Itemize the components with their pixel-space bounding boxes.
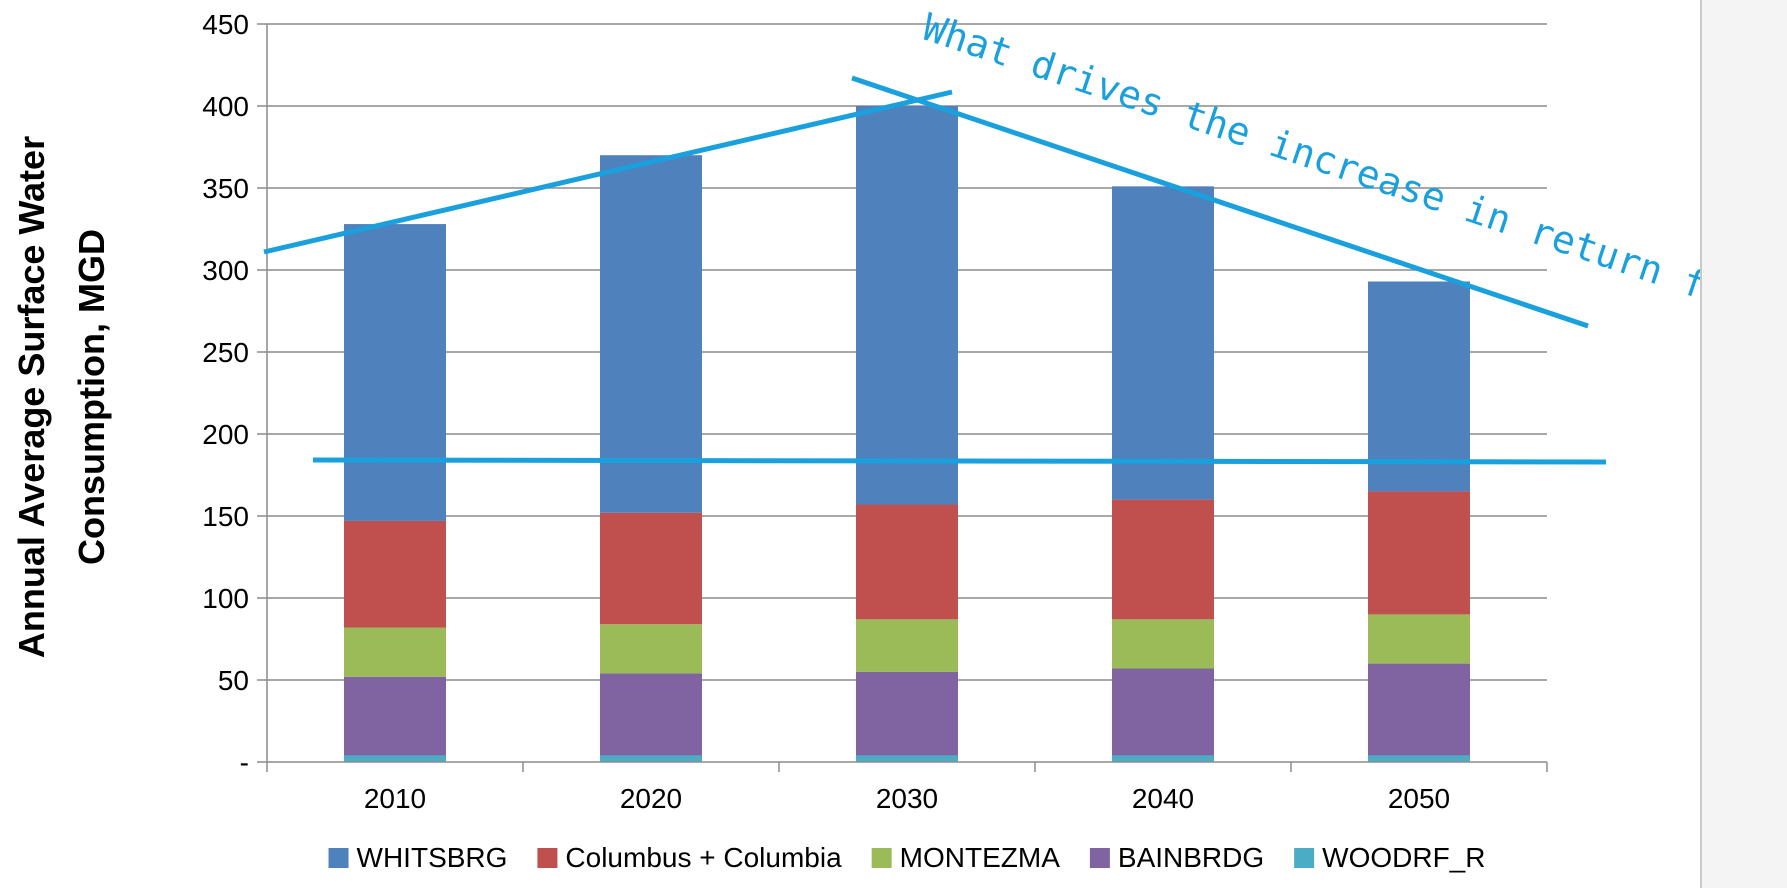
bar-segment-bainbrdg <box>344 676 446 756</box>
legend-label: Columbus + Columbia <box>565 842 842 873</box>
bar-segment-columbus-columbia <box>1112 499 1214 620</box>
bar-segment-woodrf-r <box>1368 755 1470 762</box>
y-tick-label: 400 <box>202 91 249 122</box>
y-tick-label: 50 <box>218 665 249 696</box>
y-tick-label: 150 <box>202 501 249 532</box>
x-tick-label: 2030 <box>876 783 938 814</box>
side-panel <box>1700 0 1787 888</box>
trend-line-falling <box>851 75 1589 329</box>
bar-segment-columbus-columbia <box>856 504 958 620</box>
bar-segment-bainbrdg <box>1112 668 1214 756</box>
baseline-line <box>312 457 1607 465</box>
y-axis-title-line-1: Annual Average Surface Water <box>11 136 52 658</box>
bars <box>344 106 1470 762</box>
legend-swatch <box>537 848 558 868</box>
trend-line-rising <box>263 89 953 255</box>
bar-segment-columbus-columbia <box>1368 491 1470 615</box>
bar-segment-montezma <box>344 627 446 677</box>
bar-segment-montezma <box>1112 619 1214 669</box>
y-tick-label: 300 <box>202 255 249 286</box>
x-tick-label: 2050 <box>1388 783 1450 814</box>
legend-label: WHITSBRG <box>357 842 508 873</box>
y-axis-title-line-2: Consumption, MGD <box>71 229 112 565</box>
y-tick-label: 100 <box>202 583 249 614</box>
x-tick-label: 2040 <box>1132 783 1194 814</box>
bar-segment-columbus-columbia <box>600 512 702 625</box>
legend-swatch <box>1294 848 1315 868</box>
bar-segment-columbus-columbia <box>344 520 446 628</box>
bar-segment-whitsbrg <box>1368 281 1470 492</box>
legend-swatch <box>328 848 349 868</box>
bar-segment-bainbrdg <box>1368 663 1470 756</box>
legend-label: MONTEZMA <box>900 842 1061 873</box>
y-axis-title: Annual Average Surface Water Consumption… <box>11 136 112 658</box>
annotation: What drives the increase in return flow? <box>263 5 1787 465</box>
legend-label: BAINBRDG <box>1118 842 1264 873</box>
bar-segment-woodrf-r <box>344 755 446 762</box>
bar-segment-montezma <box>1368 614 1470 664</box>
legend-swatch <box>1089 848 1110 868</box>
bar-segment-woodrf-r <box>1112 755 1214 762</box>
legend: WHITSBRG Columbus + Columbia MONTEZMA BAINB… <box>328 842 1485 873</box>
bar-segment-montezma <box>856 619 958 672</box>
y-tick-label: 350 <box>202 173 249 204</box>
bar-segment-woodrf-r <box>600 755 702 762</box>
y-tick-label: 450 <box>202 9 249 40</box>
bar-segment-bainbrdg <box>856 671 958 756</box>
bar-segment-whitsbrg <box>344 224 446 521</box>
x-tick-label: 2010 <box>364 783 426 814</box>
axes: - 50 100 150 200 250 300 350 400 450 2010 2020 2030 2… <box>202 9 1548 814</box>
bar-segment-montezma <box>600 624 702 674</box>
bar-segment-woodrf-r <box>856 755 958 762</box>
x-tick-label: 2020 <box>620 783 682 814</box>
y-tick-label: - <box>240 747 249 778</box>
bar-segment-whitsbrg <box>600 155 702 513</box>
bar-segment-bainbrdg <box>600 673 702 756</box>
y-tick-label: 250 <box>202 337 249 368</box>
legend-label: WOODRF_R <box>1322 842 1485 873</box>
bar-segment-whitsbrg <box>1112 186 1214 500</box>
y-tick-label: 200 <box>202 419 249 450</box>
bar-segment-whitsbrg <box>856 106 958 505</box>
legend-swatch <box>871 848 892 868</box>
annotation-text: What drives the increase in return flow? <box>917 5 1787 337</box>
